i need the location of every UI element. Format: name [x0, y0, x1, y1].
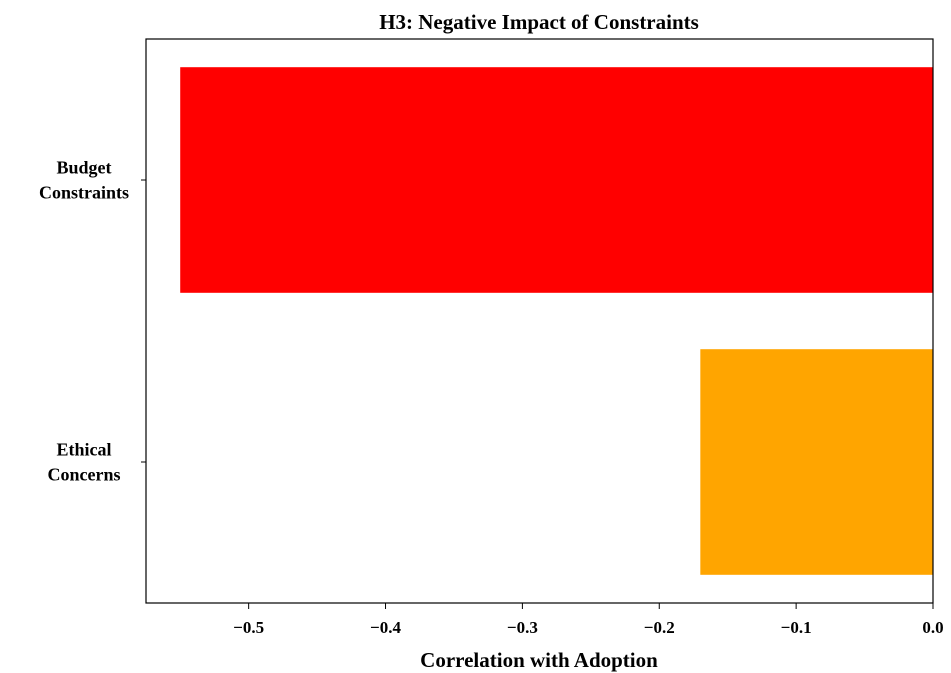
y-category-label-1: Ethical Concerns: [48, 440, 121, 485]
y-category-label-0: Budget Constraints: [39, 158, 129, 203]
x-axis-label: Correlation with Adoption: [420, 648, 658, 672]
x-tick-label-3: −0.2: [644, 618, 675, 637]
y-category-label-line: Constraints: [39, 183, 129, 203]
plot-frame: [145, 38, 934, 604]
x-tick-label-5: 0.0: [922, 618, 943, 637]
x-tick-label-1: −0.4: [370, 618, 401, 637]
y-category-label-line: Ethical: [56, 440, 111, 460]
plot-area: Budget Constraints Ethical Concerns −0.5 −0.4…: [39, 38, 944, 637]
x-tick-label-4: −0.1: [781, 618, 812, 637]
chart-title: H3: Negative Impact of Constraints: [379, 10, 699, 34]
bar-1: [700, 349, 933, 575]
x-tick-label-2: −0.3: [507, 618, 538, 637]
bar-0: [180, 67, 933, 293]
x-tick-label-0: −0.5: [233, 618, 264, 637]
y-category-label-line: Concerns: [48, 465, 121, 485]
y-category-label-line: Budget: [56, 158, 111, 178]
